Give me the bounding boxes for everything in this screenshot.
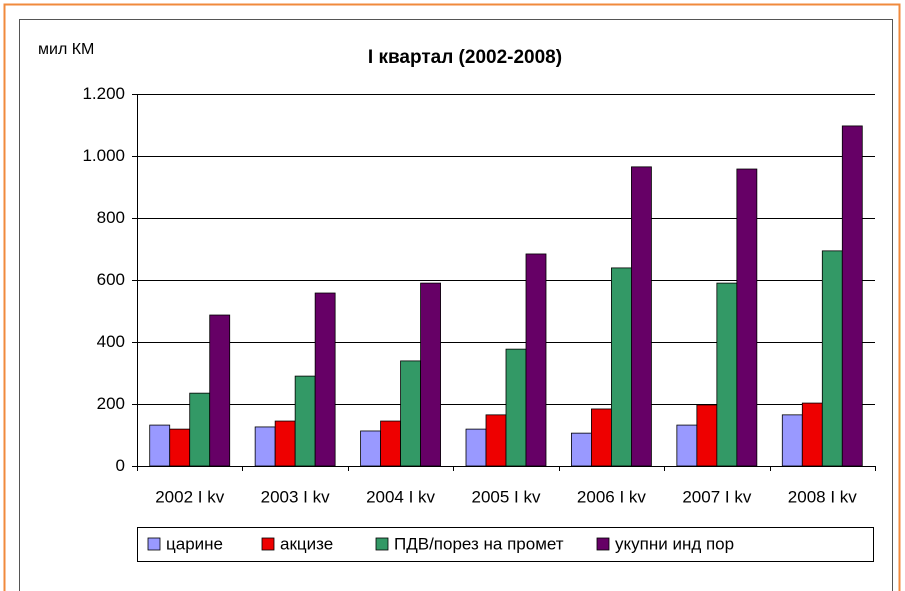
bar: [591, 408, 612, 467]
bar: [400, 360, 421, 467]
bar: [485, 414, 507, 467]
legend-label: царине: [166, 534, 223, 553]
y-tick-label: 400: [97, 332, 125, 351]
bar: [696, 404, 718, 467]
x-tick-label: 2005 I kv: [472, 487, 541, 506]
legend-swatch: [375, 537, 389, 551]
legend-label: акцизе: [280, 534, 333, 553]
bar: [801, 402, 823, 467]
outer-frame: [3, 3, 901, 591]
bar: [149, 424, 171, 467]
bar: [631, 166, 652, 467]
legend-swatch: [596, 537, 610, 551]
bar: [611, 267, 632, 467]
bar: [841, 125, 863, 467]
bar: [736, 168, 758, 467]
legend-box: [137, 527, 874, 562]
x-tick-label: 2007 I kv: [682, 487, 751, 506]
legend-label: укупни инд пор: [615, 534, 734, 553]
bar: [465, 428, 487, 467]
bar: [294, 375, 316, 467]
x-tick-label: 2006 I kv: [577, 487, 646, 506]
legend-swatch: [147, 537, 161, 551]
bar: [420, 282, 441, 467]
bar: [274, 420, 296, 467]
bar: [169, 428, 191, 467]
x-tick-label: 2008 I kv: [788, 487, 857, 506]
bar: [716, 282, 738, 467]
bar: [380, 420, 401, 467]
y-axis-label: мил КМ: [38, 41, 94, 58]
bar: [254, 426, 276, 467]
chart-title: I квартал (2002-2008): [368, 47, 562, 68]
bar: [209, 314, 231, 467]
bar: [525, 253, 547, 467]
legend-swatch: [261, 537, 275, 551]
chart-frame: [19, 19, 893, 591]
bar: [189, 392, 211, 467]
x-tick-label: 2002 I kv: [155, 487, 224, 506]
y-tick-label: 600: [97, 270, 125, 289]
y-tick-label: 200: [97, 394, 125, 413]
bar: [505, 348, 527, 467]
y-tick-label: 1.200: [82, 84, 125, 103]
bar: [314, 292, 336, 467]
bar: [676, 424, 698, 467]
bar: [821, 250, 843, 467]
bar: [360, 430, 381, 467]
x-tick-label: 2003 I kv: [261, 487, 330, 506]
legend-label: ПДВ/порез на промет: [394, 534, 564, 553]
y-tick-label: 0: [116, 456, 125, 475]
y-tick-label: 1.000: [82, 146, 125, 165]
bar: [781, 414, 803, 467]
x-tick-label: 2004 I kv: [366, 487, 435, 506]
bar: [571, 432, 592, 467]
y-tick-label: 800: [97, 208, 125, 227]
